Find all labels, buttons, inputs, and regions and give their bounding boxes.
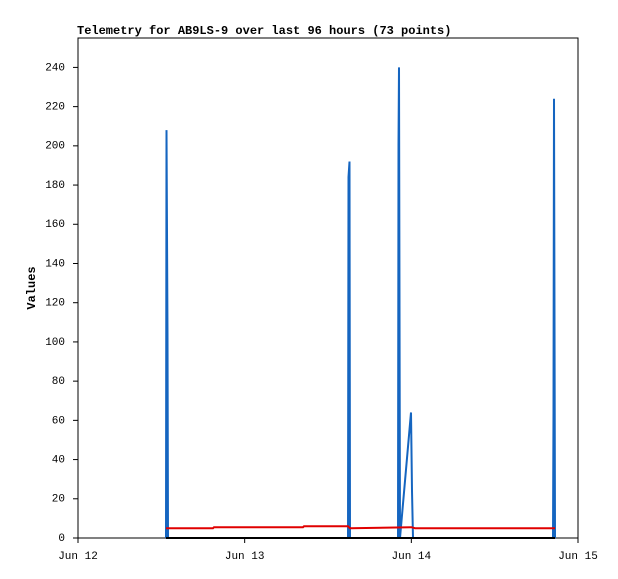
- y-tick-label: 140: [45, 258, 65, 270]
- y-tick-label: 40: [52, 454, 65, 466]
- y-tick-label: 220: [45, 102, 65, 114]
- y-tick-label: 160: [45, 219, 65, 231]
- chart-title: Telemetry for AB9LS-9 over last 96 hours…: [77, 24, 451, 38]
- y-tick-label: 200: [45, 141, 65, 153]
- x-tick-label: Jun 14: [392, 551, 432, 563]
- y-tick-label: 240: [45, 62, 65, 74]
- series-line: [166, 525, 555, 530]
- y-tick-label: 80: [52, 376, 65, 388]
- y-axis-label: Values: [25, 266, 39, 309]
- y-tick-label: 120: [45, 298, 65, 310]
- x-tick-label: Jun 12: [58, 551, 98, 563]
- y-tick-label: 0: [58, 533, 65, 545]
- y-tick-label: 180: [45, 180, 65, 192]
- y-tick-label: 20: [52, 494, 65, 506]
- y-tick-label: 100: [45, 337, 65, 349]
- y-tick-label: 60: [52, 415, 65, 427]
- x-tick-label: Jun 13: [225, 551, 265, 563]
- x-tick-label: Jun 15: [558, 551, 598, 563]
